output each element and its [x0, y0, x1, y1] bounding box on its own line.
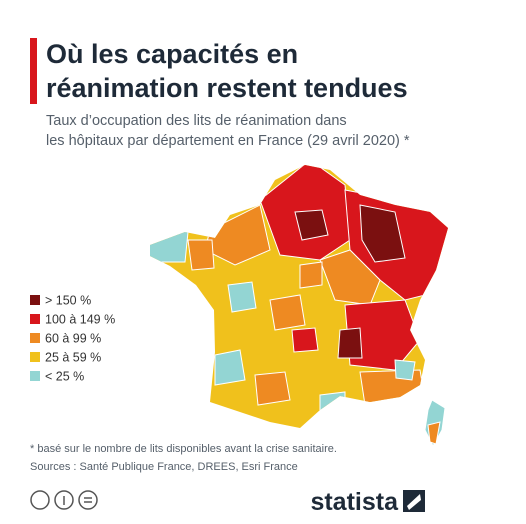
sources: Sources : Santé Publique France, DREES, … [30, 461, 298, 473]
department-area [227, 281, 257, 313]
department-area [359, 369, 426, 406]
legend-swatch [30, 295, 40, 305]
legend-swatch [30, 371, 40, 381]
brand: statista [310, 488, 399, 516]
subtitle-line: les hôpitaux par département en France (… [46, 133, 410, 149]
department-area [294, 209, 329, 241]
department-area [394, 359, 416, 381]
department-area [337, 327, 363, 359]
corsica [427, 421, 441, 445]
title-accent [30, 38, 37, 104]
department-area [359, 204, 406, 263]
brand-logo-mark [407, 494, 421, 510]
department-area [319, 391, 346, 426]
footnote: * basé sur le nombre de lits disponibles… [30, 443, 337, 455]
legend-swatch [30, 314, 40, 324]
department-area [291, 327, 319, 353]
department-area [187, 239, 215, 271]
map-france [150, 165, 448, 428]
department-area [299, 261, 323, 289]
subtitle-line: Taux d’occupation des lits de réanimatio… [46, 113, 347, 129]
department-area [214, 349, 246, 386]
title-line: réanimation restent tendues [46, 73, 408, 103]
legend-label: 25 à 59 % [45, 350, 101, 364]
department-area [254, 371, 291, 406]
department-area [319, 249, 381, 306]
legend-swatch [30, 352, 40, 362]
legend-swatch [30, 333, 40, 343]
legend-label: < 25 % [45, 369, 84, 383]
legend-label: 100 à 149 % [45, 312, 115, 326]
title-line: Où les capacités en [46, 39, 298, 69]
department-area [150, 224, 189, 263]
department-area [269, 294, 306, 331]
legend-label: > 150 % [45, 293, 91, 307]
legend: > 150 % 100 à 149 % 60 à 99 % 25 à 59 % < 25… [30, 293, 115, 383]
legend-label: 60 à 99 % [45, 331, 101, 345]
license-icons [30, 490, 98, 510]
